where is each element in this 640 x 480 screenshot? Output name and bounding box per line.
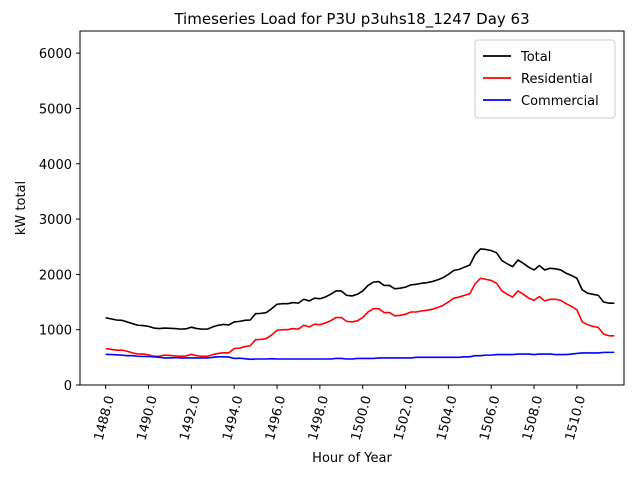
plot-frame <box>79 30 625 386</box>
series-line-commercial <box>105 351 615 361</box>
legend-box <box>474 39 616 119</box>
y-tick-label: 6000 <box>39 47 72 62</box>
y-tick-label: 3000 <box>39 213 72 228</box>
series-line-residential <box>105 277 615 358</box>
chart-title: Timeseries Load for P3U p3uhs18_1247 Day… <box>173 10 529 29</box>
y-tick-label: 0 <box>64 379 72 394</box>
y-tick-label: 2000 <box>39 268 72 283</box>
series-line-total <box>105 248 615 330</box>
y-axis: 0 1000 2000 3000 4000 5000 6000 <box>39 47 80 394</box>
y-tick-label: 1000 <box>39 324 72 339</box>
legend-label-residential: Residential <box>521 72 593 87</box>
plot-area <box>79 30 625 386</box>
legend-label-total: Total <box>520 50 551 65</box>
y-tick-label: 5000 <box>39 102 72 117</box>
x-axis-title: Hour of Year <box>312 451 392 466</box>
y-axis-title: kW total <box>14 181 29 235</box>
legend: Total Residential Commercial <box>474 39 616 119</box>
series-layer <box>105 248 615 361</box>
y-tick-label: 4000 <box>39 158 72 173</box>
legend-label-commercial: Commercial <box>521 94 599 109</box>
